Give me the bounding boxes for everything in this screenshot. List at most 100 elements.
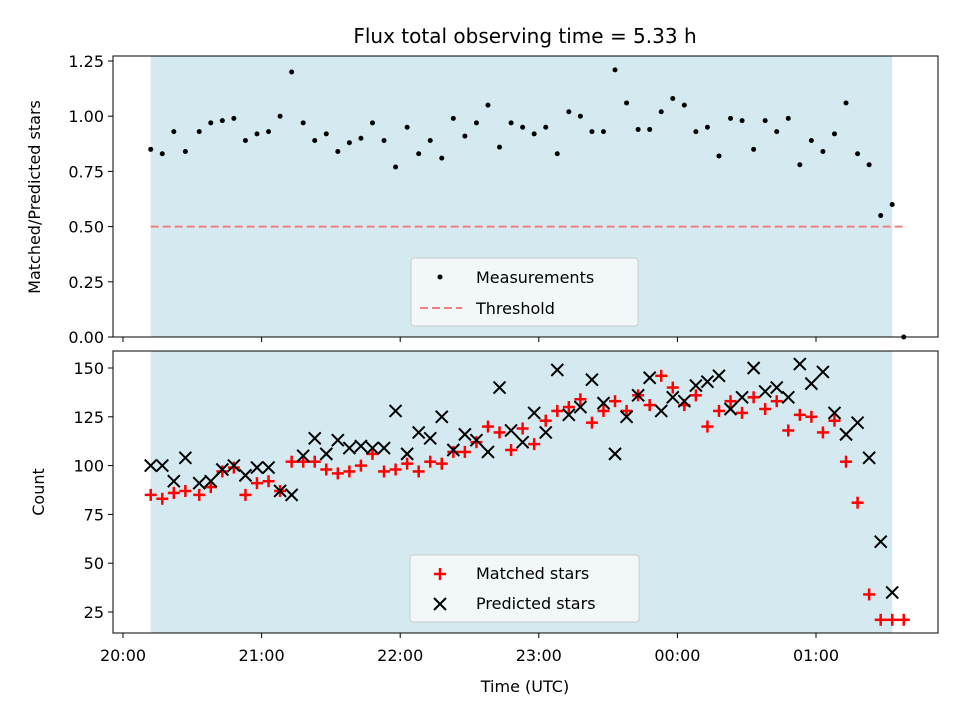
matched-star-point [816,426,829,439]
predicted-star-point [700,374,715,389]
predicted-star-point [308,431,322,445]
matched-star-point [886,613,899,626]
matched-star-point [354,459,367,472]
predicted-star-point [215,462,230,477]
matched-star-point [366,447,379,460]
predicted-star-point [862,451,876,465]
legend-marker-matched [434,568,446,580]
matched-star-point [759,402,772,415]
measurement-point [566,109,572,115]
measurement-point [704,124,710,130]
predicted-star-point [296,449,310,463]
measurement-point [242,137,248,143]
measurement-point [774,129,780,135]
measurement-point [635,126,641,132]
predicted-star-point [850,415,865,430]
matched-star-point [689,389,702,402]
measurement-point [543,124,549,130]
matched-star-point [239,488,252,501]
matched-star-point [609,395,622,408]
matched-star-point [597,404,610,417]
matched-star-point [167,486,180,499]
predicted-star-point [781,390,795,404]
bottom-legend-box [409,554,640,623]
measurement-point [600,129,606,135]
predicted-star-point [619,410,634,424]
predicted-star-point [596,396,611,410]
measurement-point [716,153,722,159]
predicted-star-point [735,390,749,404]
measurement-point [866,162,872,168]
predicted-star-point [550,363,564,377]
top-legend: Measurements Threshold [410,257,639,327]
measurement-point [208,120,214,126]
measurement-point [439,155,445,161]
measurement-point [393,164,399,170]
predicted-star-point [354,439,368,453]
y-tick-label: 0.25 [68,273,104,292]
measurement-point [171,129,177,135]
predicted-star-point [469,433,484,447]
measurement-point [450,115,456,121]
matched-star-point [389,463,402,476]
bottom-plot-panel: 25 50 75 100 125 150 20:00 21:00 22:00 23:00 00:0… [29,350,939,696]
measurement-point [473,120,479,126]
y-tick-label: 1.25 [68,52,104,71]
predicted-star-point [388,404,403,418]
measurement-point [624,100,630,106]
predicted-star-point [654,404,668,418]
measurement-point [289,69,295,75]
matched-star-point [863,588,876,601]
legend-marker-measurements [437,274,443,280]
matched-star-point [458,445,471,458]
predicted-star-point [446,443,461,457]
matched-star-point [805,410,818,423]
measurement-point [670,96,676,102]
predicted-star-point [562,408,576,422]
top-legend-box [410,257,639,327]
predicted-star-point [885,585,899,600]
matched-star-point [470,436,483,449]
predicted-star-point [144,458,158,473]
measurement-point [508,120,514,126]
predicted-star-point [666,390,680,404]
measurement-point [219,118,225,124]
predicted-star-point [770,380,784,395]
measurement-point [785,115,791,121]
predicted-star-point [458,427,472,442]
matched-star-point [401,457,414,470]
predicted-star-point [816,365,830,379]
matched-star-point [412,465,425,478]
matched-star-point [747,391,760,404]
matched-star-point [562,401,575,414]
measurement-point [231,115,237,121]
matched-star-point [539,414,552,427]
measurement-point [739,118,745,124]
measurement-point [762,118,768,124]
matched-star-point [666,381,679,394]
predicted-star-point [515,435,530,449]
matched-star-point [840,455,853,468]
predicted-star-point [585,373,599,387]
measurement-point [878,213,884,219]
measurement-point [277,113,283,119]
measurement-point [416,151,422,157]
x-tick-label: 21:00 [239,646,285,665]
matched-star-point [897,613,910,626]
measurement-point [843,100,849,106]
measurement-point [728,115,734,121]
measurement-point [148,146,154,152]
measurement-point [889,202,895,208]
measurement-point [589,129,595,135]
measurement-point [381,137,387,143]
matched-star-point [320,463,333,476]
matched-star-point [144,488,157,501]
predicted-star-point [839,427,853,442]
matched-star-point [828,414,841,427]
measurement-point [531,131,537,137]
predicted-star-point [804,376,819,391]
y-tick-label: 150 [73,359,104,378]
measurement-point [254,131,260,137]
y-tick-label: 1.00 [68,107,104,126]
